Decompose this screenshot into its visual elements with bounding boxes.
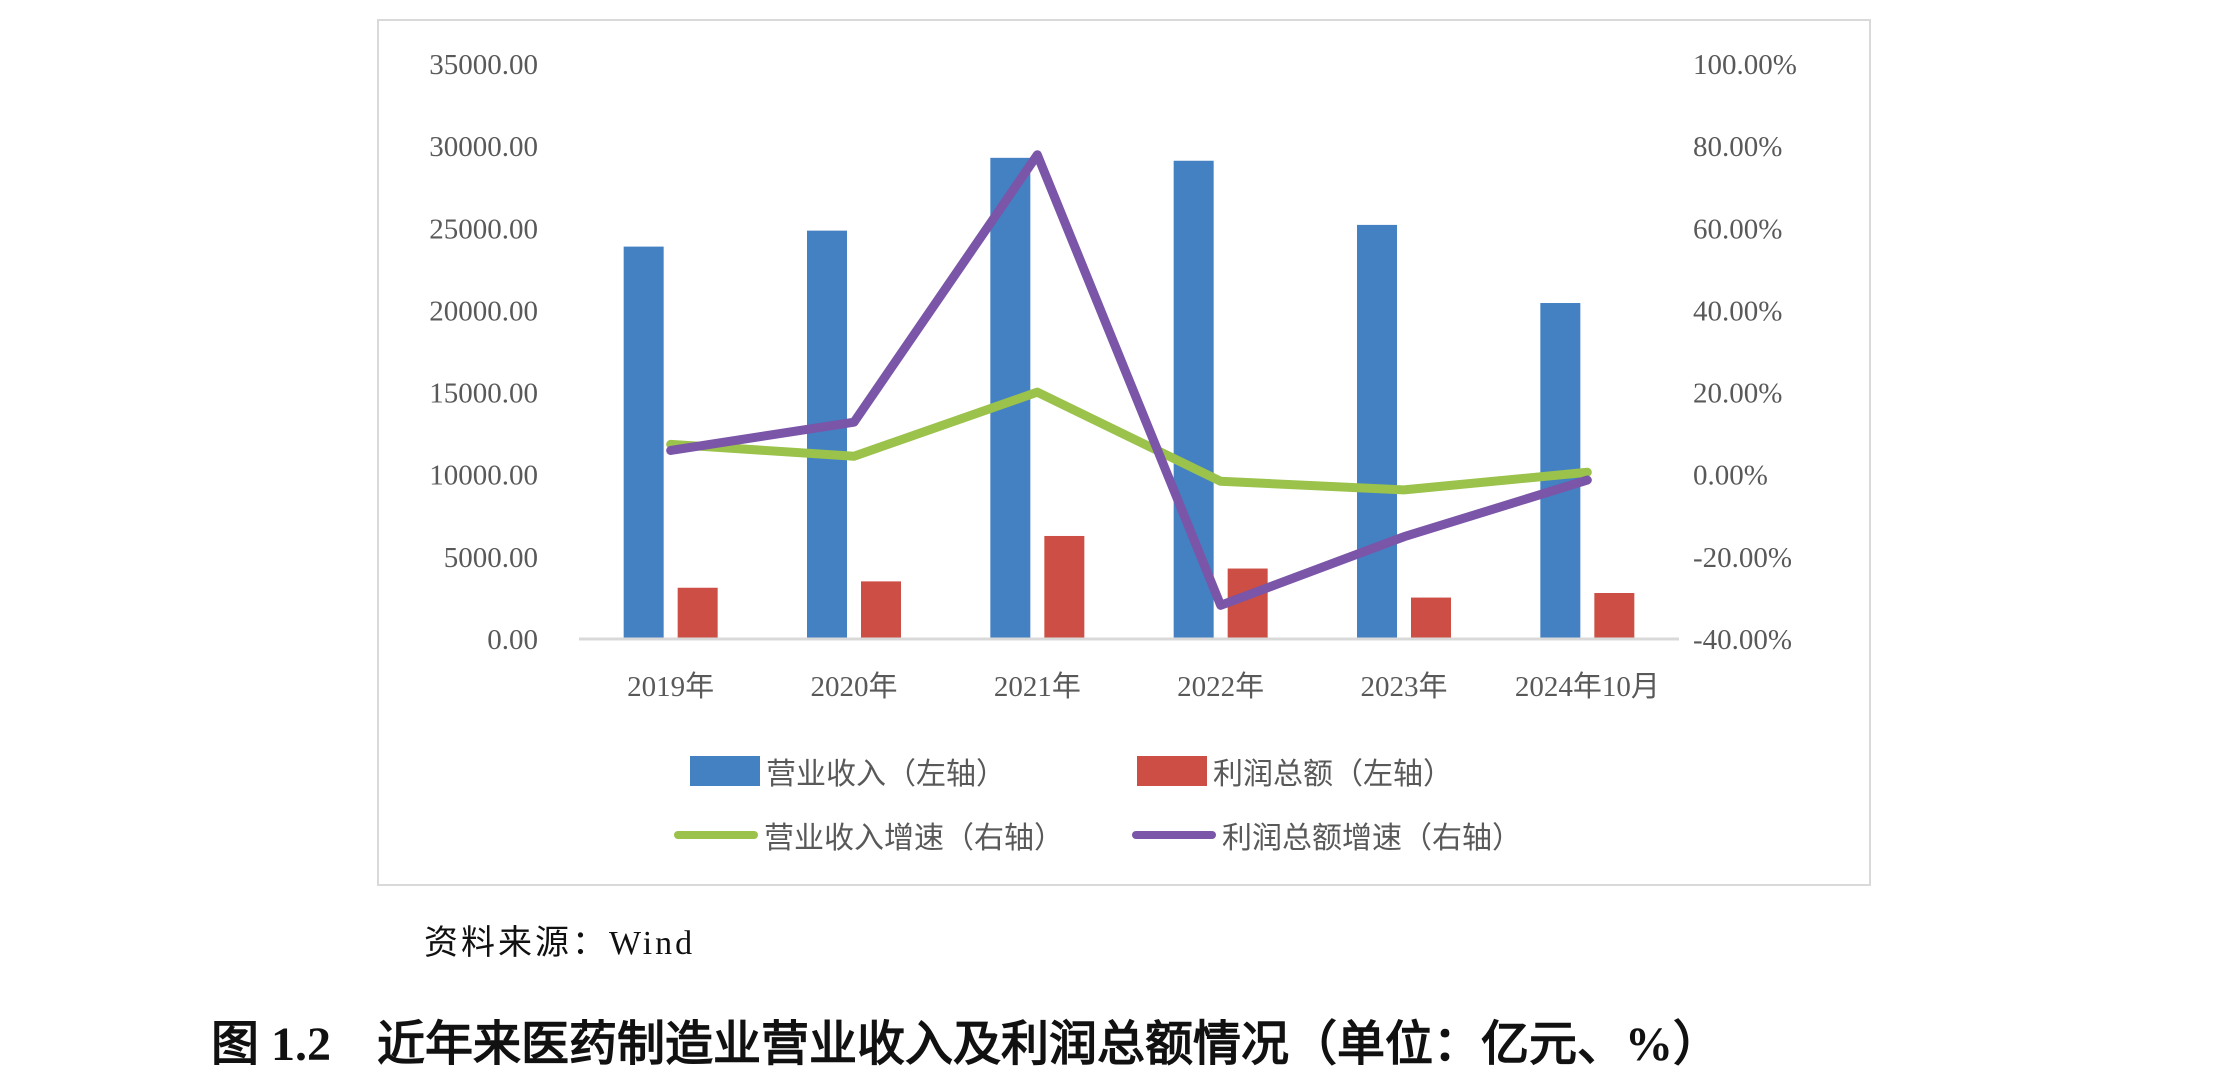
legend-swatch-revenue [690,756,760,786]
legend-swatch-profit [1137,756,1207,786]
left-axis-tick: 30000.00 [429,131,538,163]
profit-bar [1594,593,1635,639]
revenue-growth-line [666,387,1592,495]
x-axis-tick: 2020年 [810,670,897,703]
legend-label: 营业收入（左轴） [766,758,1006,791]
legend-label: 利润总额增速（右轴） [1222,822,1522,855]
x-axis-tick: 2021年 [994,670,1081,703]
left-axis-tick: 0.00 [487,624,538,656]
right-axis-tick: 20.00% [1693,378,1782,410]
profit-bar [1044,535,1085,639]
profit-bar [677,587,718,639]
left-axis-tick: 20000.00 [429,295,538,327]
right-axis-tick: 80.00% [1693,131,1782,163]
x-axis-tick: 2022年 [1177,670,1264,703]
legend-label: 营业收入增速（右轴） [764,822,1064,855]
figure-title: 近年来医药制造业营业收入及利润总额情况（单位：亿元、%） [377,1018,1722,1071]
revenue-bar [807,230,847,639]
revenue-bar [1173,160,1214,639]
left-axis-tick: 15000.00 [429,378,538,410]
legend-item-profit: 利润总额（左轴） [1137,749,1453,793]
left-axis-tick: 5000.00 [444,542,538,574]
profit-growth-line [666,150,1592,610]
legend-item-revenue-growth: 营业收入增速（右轴） [674,813,1064,857]
x-axis-tick: 2024年10月 [1515,670,1660,703]
x-axis-tick: 2019年 [627,670,714,703]
source-note: 资料来源：Wind [424,925,696,962]
revenue-bar [623,246,664,639]
profit-bar [861,581,901,639]
right-axis-tick: -40.00% [1693,624,1792,656]
right-axis-tick: -20.00% [1693,542,1792,574]
profit-bar [1411,597,1451,639]
right-axis-tick: 40.00% [1693,295,1782,327]
left-axis-tick: 25000.00 [429,213,538,245]
legend-swatch-revenue-growth [674,831,758,839]
revenue-bar [1357,224,1397,639]
legend-item-revenue: 营业收入（左轴） [690,749,1006,793]
legend-label: 利润总额（左轴） [1213,758,1453,791]
figure-caption: 图 1.2 近年来医药制造业营业收入及利润总额情况（单位：亿元、%） [211,1004,1721,1074]
figure-number: 图 1.2 [211,1018,332,1071]
right-axis-tick: 0.00% [1693,460,1768,492]
x-axis-tick: 2023年 [1360,670,1447,703]
legend-item-profit-growth: 利润总额增速（右轴） [1132,813,1522,857]
right-axis-tick: 60.00% [1693,213,1782,245]
legend-swatch-profit-growth [1132,831,1216,839]
right-axis-tick: 100.00% [1693,49,1797,81]
left-axis-tick: 35000.00 [429,49,538,81]
left-axis-tick: 10000.00 [429,460,538,492]
